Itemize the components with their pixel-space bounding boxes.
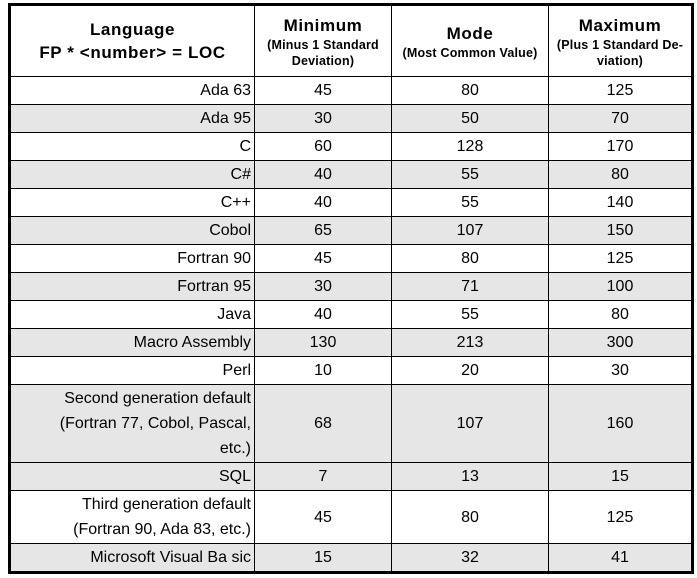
language-cell: Fortran 90 bbox=[9, 244, 255, 273]
col-header-maximum: Maximum (Plus 1 Standard De- viation) bbox=[548, 4, 693, 77]
minimum-cell: 60 bbox=[254, 132, 392, 161]
maximum-cell: 140 bbox=[548, 188, 693, 217]
mode-cell: 55 bbox=[391, 160, 549, 189]
minimum-cell: 15 bbox=[254, 543, 392, 573]
table-row: Macro Assembly 130 213 300 bbox=[9, 328, 693, 357]
table-row: Cobol 65 107 150 bbox=[9, 216, 693, 245]
mode-cell: 80 bbox=[391, 490, 549, 544]
maximum-cell: 80 bbox=[548, 160, 693, 189]
mode-header-title: Mode bbox=[446, 23, 494, 43]
maximum-cell: 160 bbox=[548, 384, 693, 463]
maximum-cell: 300 bbox=[548, 328, 693, 357]
minimum-header-subtitle: (Minus 1 Standard Deviation) bbox=[267, 37, 379, 68]
minimum-cell: 40 bbox=[254, 188, 392, 217]
language-cell: C bbox=[9, 132, 255, 161]
language-cell: Ada 63 bbox=[9, 76, 255, 105]
table-row: Java 40 55 80 bbox=[9, 300, 693, 329]
minimum-cell: 130 bbox=[254, 328, 392, 357]
table-row: Fortran 90 45 80 125 bbox=[9, 244, 693, 273]
language-cell: Second generation default (Fortran 77, C… bbox=[9, 384, 255, 463]
maximum-cell: 15 bbox=[548, 462, 693, 491]
mode-cell: 55 bbox=[391, 300, 549, 329]
mode-cell: 13 bbox=[391, 462, 549, 491]
language-cell: C++ bbox=[9, 188, 255, 217]
maximum-cell: 170 bbox=[548, 132, 693, 161]
maximum-cell: 150 bbox=[548, 216, 693, 245]
table-row: Microsoft Visual Ba sic 15 32 41 bbox=[9, 543, 693, 573]
mode-cell: 32 bbox=[391, 543, 549, 573]
col-header-mode: Mode (Most Common Value) bbox=[391, 4, 549, 77]
minimum-cell: 45 bbox=[254, 490, 392, 544]
minimum-cell: 10 bbox=[254, 356, 392, 385]
mode-cell: 107 bbox=[391, 384, 549, 463]
minimum-cell: 30 bbox=[254, 104, 392, 133]
maximum-cell: 100 bbox=[548, 272, 693, 301]
maximum-header-subtitle: (Plus 1 Standard De- viation) bbox=[556, 37, 684, 68]
language-cell: Microsoft Visual Ba sic bbox=[9, 543, 255, 573]
maximum-cell: 70 bbox=[548, 104, 693, 133]
table-row: Second generation default (Fortran 77, C… bbox=[9, 384, 693, 463]
mode-cell: 107 bbox=[391, 216, 549, 245]
mode-cell: 213 bbox=[391, 328, 549, 357]
language-cell: Cobol bbox=[9, 216, 255, 245]
col-header-minimum: Minimum (Minus 1 Standard Deviation) bbox=[254, 4, 392, 77]
maximum-cell: 125 bbox=[548, 76, 693, 105]
minimum-header-title: Minimum bbox=[283, 15, 363, 35]
fp-loc-conversion-table: Language FP * <number> = LOC Minimum (Mi… bbox=[8, 3, 694, 574]
minimum-cell: 7 bbox=[254, 462, 392, 491]
maximum-cell: 80 bbox=[548, 300, 693, 329]
mode-cell: 20 bbox=[391, 356, 549, 385]
table-row: C 60 128 170 bbox=[9, 132, 693, 161]
mode-cell: 128 bbox=[391, 132, 549, 161]
minimum-cell: 45 bbox=[254, 76, 392, 105]
mode-cell: 71 bbox=[391, 272, 549, 301]
minimum-cell: 40 bbox=[254, 300, 392, 329]
mode-cell: 55 bbox=[391, 188, 549, 217]
language-cell: Third generation default (Fortran 90, Ad… bbox=[9, 490, 255, 544]
mode-header-subtitle: (Most Common Value) bbox=[402, 45, 538, 60]
language-cell: Java bbox=[9, 300, 255, 329]
header-row: Language FP * <number> = LOC Minimum (Mi… bbox=[9, 4, 693, 77]
col-header-language: Language FP * <number> = LOC bbox=[9, 4, 255, 77]
minimum-cell: 68 bbox=[254, 384, 392, 463]
table-row: C# 40 55 80 bbox=[9, 160, 693, 189]
table-row: SQL 7 13 15 bbox=[9, 462, 693, 491]
maximum-cell: 125 bbox=[548, 244, 693, 273]
language-cell: Fortran 95 bbox=[9, 272, 255, 301]
maximum-cell: 125 bbox=[548, 490, 693, 544]
minimum-cell: 40 bbox=[254, 160, 392, 189]
maximum-cell: 41 bbox=[548, 543, 693, 573]
language-cell: C# bbox=[9, 160, 255, 189]
minimum-cell: 45 bbox=[254, 244, 392, 273]
language-header-formula: FP * <number> = LOC bbox=[39, 43, 226, 62]
table-row: Fortran 95 30 71 100 bbox=[9, 272, 693, 301]
table-row: Ada 63 45 80 125 bbox=[9, 76, 693, 105]
mode-cell: 50 bbox=[391, 104, 549, 133]
maximum-cell: 30 bbox=[548, 356, 693, 385]
minimum-cell: 30 bbox=[254, 272, 392, 301]
mode-cell: 80 bbox=[391, 76, 549, 105]
language-cell: Perl bbox=[9, 356, 255, 385]
maximum-header-title: Maximum bbox=[578, 15, 662, 35]
language-cell: Macro Assembly bbox=[9, 328, 255, 357]
minimum-cell: 65 bbox=[254, 216, 392, 245]
language-header-title: Language bbox=[89, 20, 176, 39]
table-row: Third generation default (Fortran 90, Ad… bbox=[9, 490, 693, 544]
language-cell: Ada 95 bbox=[9, 104, 255, 133]
table-row: Perl 10 20 30 bbox=[9, 356, 693, 385]
mode-cell: 80 bbox=[391, 244, 549, 273]
language-cell: SQL bbox=[9, 462, 255, 491]
table-row: Ada 95 30 50 70 bbox=[9, 104, 693, 133]
table-row: C++ 40 55 140 bbox=[9, 188, 693, 217]
